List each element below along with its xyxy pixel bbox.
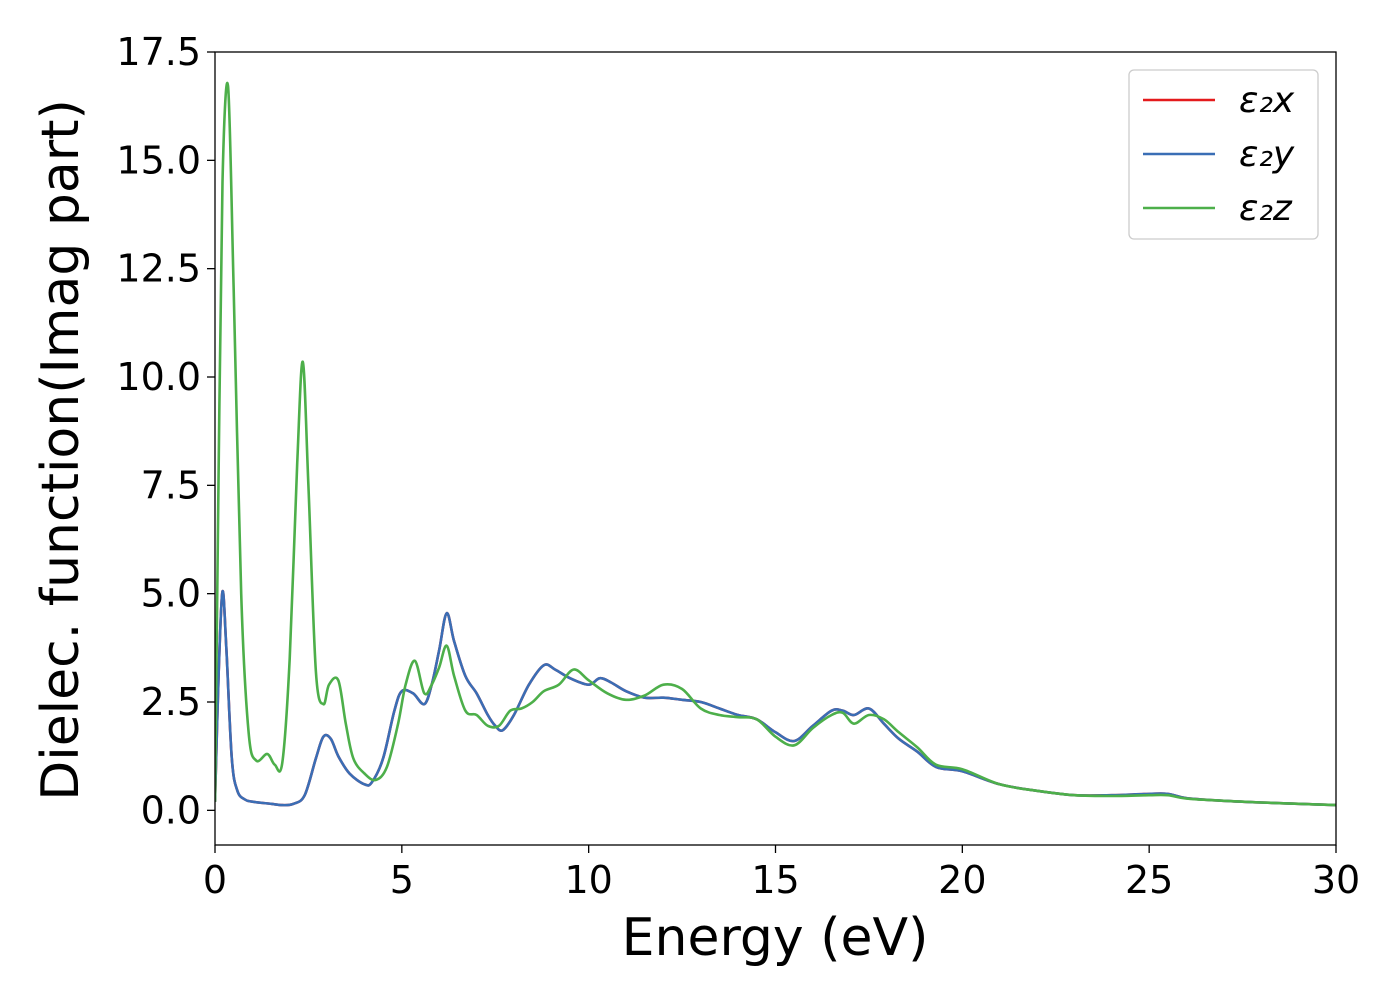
- x-axis-title: Energy (eV): [622, 908, 929, 968]
- y-tick-label: 10.0: [116, 355, 201, 399]
- y-tick-label: 5.0: [141, 572, 201, 616]
- y-tick-label: 15.0: [116, 138, 201, 182]
- plot-frame: [214, 51, 1337, 846]
- legend-box: [1128, 69, 1319, 240]
- series-line-2: [215, 81, 1336, 807]
- legend-label: ε₂z: [1239, 188, 1293, 229]
- x-axis: 0 5 10 15 20 25 30: [203, 845, 1360, 902]
- plot-area: [215, 81, 1336, 807]
- x-tick-label: 25: [1125, 858, 1173, 902]
- x-tick-label: 5: [390, 858, 414, 902]
- y-tick-label: 12.5: [116, 247, 201, 291]
- series-line-1: [215, 590, 1336, 807]
- legend-label: ε₂x: [1239, 80, 1295, 121]
- x-tick-label: 0: [203, 858, 227, 902]
- y-tick-label: 2.5: [141, 680, 201, 724]
- legend-label: ε₂y: [1239, 134, 1295, 175]
- y-axis-title: Dielec. function(Imag part): [31, 99, 91, 801]
- legend: ε₂x ε₂y ε₂z: [1128, 69, 1319, 240]
- x-tick-label: 15: [751, 858, 799, 902]
- y-tick-label: 17.5: [116, 30, 201, 74]
- x-tick-label: 20: [938, 858, 986, 902]
- y-tick-label: 7.5: [141, 463, 201, 507]
- y-tick-label: 0.0: [141, 788, 201, 832]
- x-tick-label: 10: [564, 858, 612, 902]
- y-axis: 0.0 2.5 5.0 7.5 10.0 12.5 15.0 17.5: [116, 30, 215, 832]
- x-tick-label: 30: [1312, 858, 1360, 902]
